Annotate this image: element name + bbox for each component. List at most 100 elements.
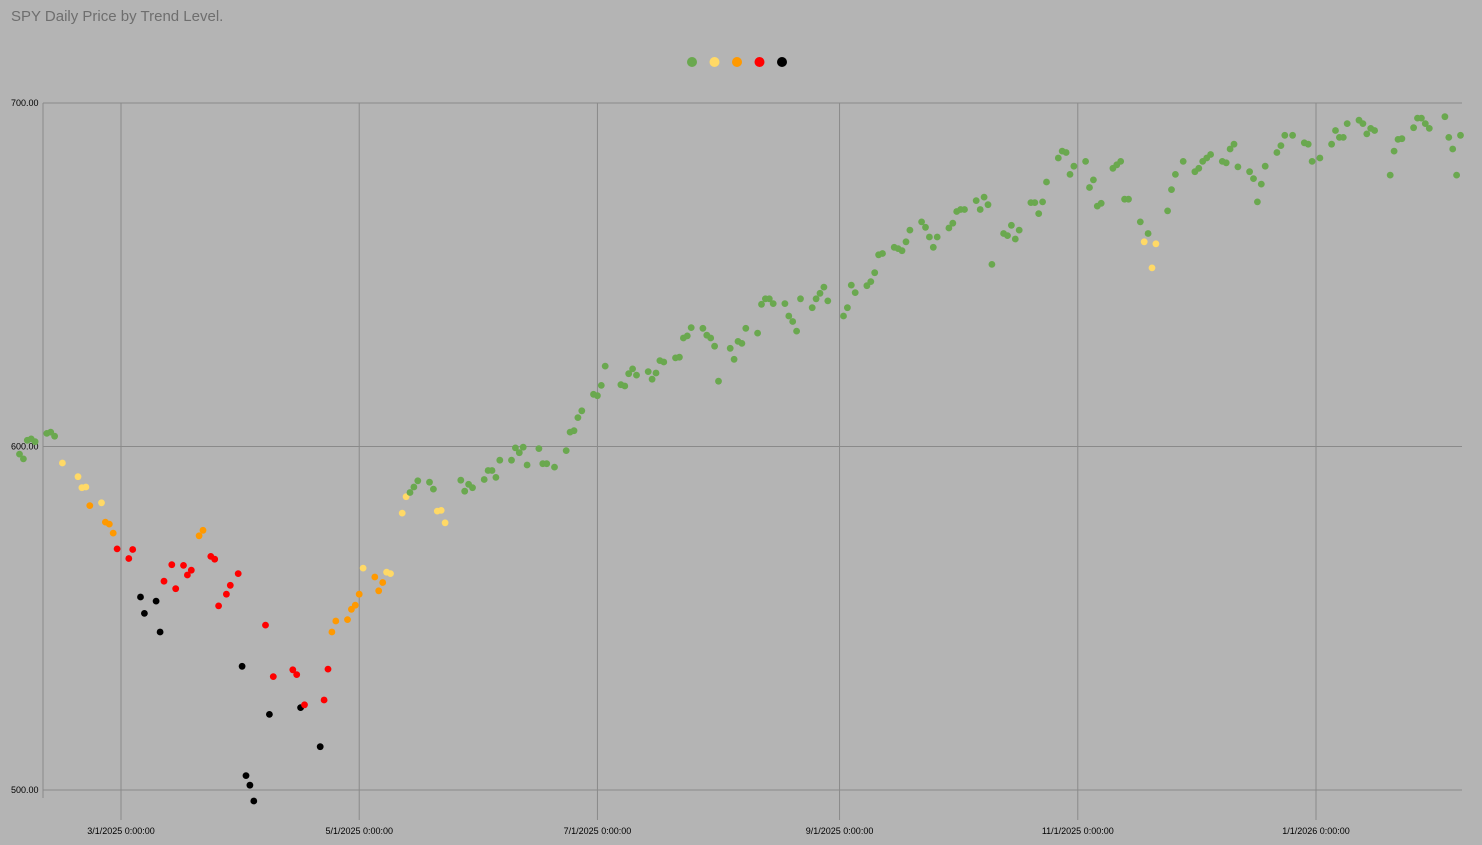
data-point [1086,184,1093,191]
data-point [972,197,980,205]
data-point [597,382,605,389]
data-point [1425,124,1433,132]
data-point [816,289,824,297]
data-point [180,562,187,569]
data-point [758,300,765,308]
data-point [929,243,937,251]
data-point [711,342,718,350]
data-point [226,581,234,589]
data-point [1140,238,1148,246]
data-point [86,502,94,509]
data-point [1254,198,1261,206]
data-point [324,665,332,673]
data-point [1226,145,1234,153]
data-point [515,449,523,457]
data-point [359,564,367,572]
grid-lines [42,102,1462,820]
x-tick-label: 1/1/2026 0:00:00 [1282,826,1350,836]
data-point [1261,162,1269,170]
axis-labels: 500.00 600.00 700.00 3/1/2025 0:00:00 5/1/20… [11,98,1350,836]
data-point [812,295,820,303]
data-point [1457,131,1464,139]
x-tick-label: 5/1/2025 0:00:00 [325,826,393,836]
data-point [1136,218,1144,226]
x-tick-label: 9/1/2025 0:00:00 [806,826,874,836]
data-point [156,628,164,636]
data-point [480,476,488,483]
data-point [234,570,242,577]
data-point [1043,178,1050,186]
data-point [1359,120,1367,127]
data-point [906,226,914,234]
data-point [406,489,414,496]
data-point [375,587,383,595]
data-point [16,450,23,458]
data-point [793,327,800,335]
data-point [137,593,144,601]
data-point [1070,162,1078,170]
data-point [289,666,297,674]
data-point [1062,149,1070,156]
data-point [496,456,504,464]
data-point [1054,154,1062,162]
data-point [1039,198,1046,206]
data-point [51,432,58,440]
data-point [320,696,328,704]
data-point [1179,158,1187,165]
data-point [113,545,121,553]
data-point [1281,131,1289,139]
data-point [765,295,773,303]
data-point [1453,171,1460,179]
data-point [824,297,832,305]
data-points [16,113,1464,805]
data-point [1277,142,1285,150]
data-point [1004,232,1011,240]
legend-swatch-level-1 [709,57,720,67]
data-point [1090,176,1097,184]
data-point [20,455,27,463]
data-point [1246,168,1253,176]
legend [687,57,787,67]
data-point [633,371,640,379]
data-point [1082,158,1089,165]
legend-swatch-level-0 [687,57,697,67]
data-point [1445,134,1453,141]
data-point [570,427,578,435]
data-point [1449,145,1457,153]
data-point [457,476,465,484]
data-point [1273,149,1281,156]
data-point [129,546,137,553]
data-point [59,459,66,467]
data-point [1332,127,1339,134]
data-point [1168,186,1175,194]
data-point [187,566,195,574]
data-point [1148,264,1156,272]
data-point [742,324,750,332]
data-point [789,318,797,325]
data-point [980,193,988,201]
legend-swatch-level-3 [754,57,765,67]
data-point [808,304,816,312]
data-point [574,414,582,421]
data-point [976,206,984,213]
y-tick-label: 600.00 [11,442,39,452]
data-point [262,621,269,629]
data-point [933,233,941,241]
data-point [840,312,847,320]
data-point [1008,221,1015,229]
data-point [594,392,601,400]
data-point [543,460,551,468]
data-point [211,555,219,563]
legend-swatch-level-4 [777,57,787,67]
data-point [844,304,851,312]
data-point [523,461,531,469]
data-point [629,365,636,373]
data-point [988,261,996,268]
data-point [1339,134,1347,141]
data-point [984,201,992,209]
data-point [1164,207,1171,215]
data-point [1125,195,1132,203]
data-point [1421,120,1429,127]
data-point [1316,154,1324,162]
